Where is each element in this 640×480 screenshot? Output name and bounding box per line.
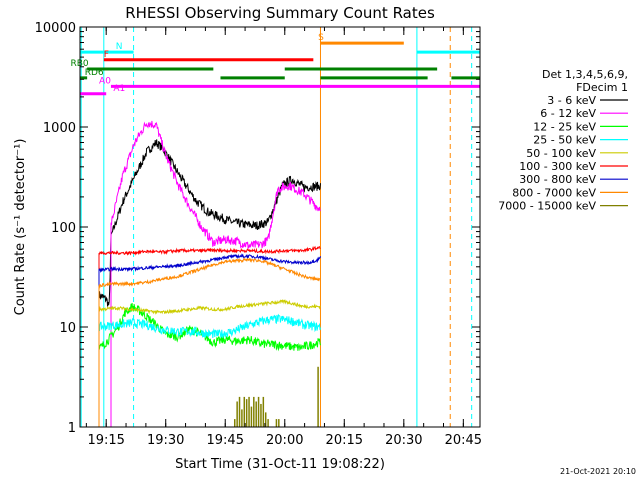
x-axis-label: Start Time (31-Oct-11 19:08:22) <box>175 457 385 472</box>
state-label-n: N <box>116 42 123 52</box>
state-label-a0: A0 <box>99 76 111 86</box>
plot-frame <box>79 26 481 428</box>
series-300-800-kev <box>98 253 321 427</box>
x-tick-label-1: 19:30 <box>147 433 184 448</box>
state-label-a1: A1 <box>113 84 125 94</box>
series-25-50-kev <box>98 313 321 427</box>
legend-label-50-100-kev: 50 - 100 keV <box>526 147 596 160</box>
series-6-12-kev <box>110 120 321 427</box>
legend-header-0: Det 1,3,4,5,6,9, <box>542 68 628 81</box>
timestamp-label: 21-Oct-2021 20:10 <box>560 467 636 476</box>
legend-label-100-300-kev: 100 - 300 keV <box>519 160 596 173</box>
series-3-6-kev <box>98 139 321 427</box>
y-tick-label-3: 1000 <box>43 121 76 136</box>
series-7000-15000-kev <box>234 366 319 427</box>
y-tick-label-1: 10 <box>59 321 76 336</box>
y-tick-label-0: 1 <box>68 421 76 436</box>
x-tick-label-3: 20:00 <box>266 433 303 448</box>
y-tick-label-2: 100 <box>51 221 76 236</box>
series-100-300-kev <box>98 245 321 427</box>
x-tick-label-5: 20:30 <box>385 433 422 448</box>
state-label-f: F <box>104 50 109 60</box>
x-tick-label-0: 19:15 <box>87 433 124 448</box>
series-800-7000-kev <box>98 257 321 427</box>
chart-title: RHESSI Observing Summary Count Rates <box>125 4 435 22</box>
legend-label-12-25-kev: 12 - 25 keV <box>533 120 596 133</box>
x-tick-label-6: 20:45 <box>445 433 482 448</box>
legend-label-7000-15000-kev: 7000 - 15000 keV <box>498 200 596 213</box>
y-axis-label: Count Rate (s⁻¹ detector⁻¹) <box>13 139 28 316</box>
legend-label-25-50-kev: 25 - 50 keV <box>533 134 596 147</box>
y-tick-label-4: 10000 <box>35 21 76 36</box>
legend-label-300-800-kev: 300 - 800 keV <box>519 173 596 186</box>
state-label-s: S <box>318 33 324 43</box>
legend-label-800-7000-kev: 800 - 7000 keV <box>512 186 596 199</box>
legend-header-1: FDecim 1 <box>576 81 628 94</box>
x-tick-label-2: 19:45 <box>207 433 244 448</box>
legend-label-6-12-kev: 6 - 12 keV <box>540 107 596 120</box>
series-50-100-kev <box>98 299 321 427</box>
x-tick-label-4: 20:15 <box>326 433 363 448</box>
state-label-rd6: RD6 <box>85 68 104 78</box>
legend-label-3-6-kev: 3 - 6 keV <box>547 94 596 107</box>
